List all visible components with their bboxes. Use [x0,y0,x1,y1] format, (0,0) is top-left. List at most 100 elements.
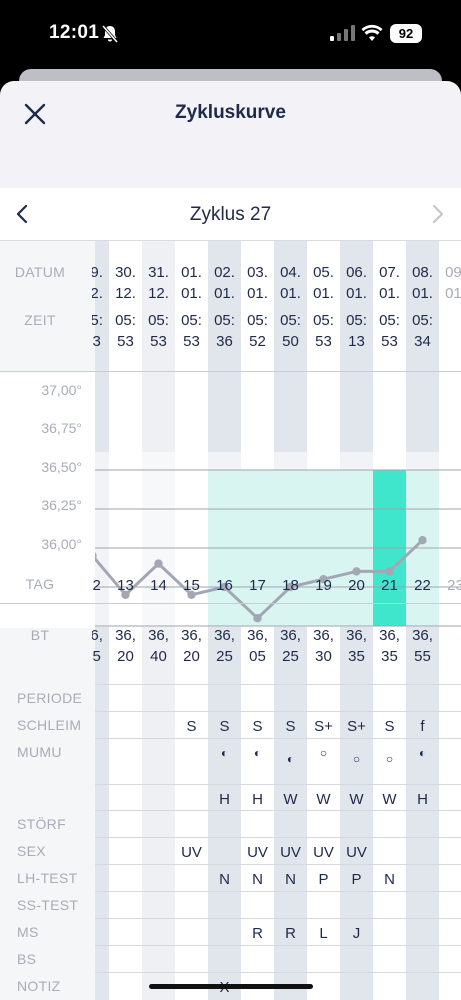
date-cell[interactable]: 02. 01. [214,264,235,302]
status-time: 12:01 [49,22,100,43]
lh-test-cell: N [219,871,230,888]
row-label-lh-test: LH-TEST [17,870,78,886]
day-number-cell: 19 [315,577,332,594]
wifi-icon [361,24,383,41]
date-cell[interactable]: 09. 01. [445,264,461,302]
section-divider [0,371,461,372]
date-cell[interactable]: 06. 01. [346,264,367,302]
row-label-bs: BS [17,951,37,967]
date-cell[interactable]: 07. 01. [379,264,400,302]
temperature-point [385,567,394,576]
mumu-cell: ◐ [418,746,427,760]
cycle-title: Zyklus 27 [189,204,272,225]
row-divider [95,891,461,892]
ms-cell: R [252,925,263,942]
home-indicator [149,984,313,989]
lh-test-cell: N [285,871,296,888]
cervix-height-cell: W [283,791,298,808]
sex-cell: UV [346,844,367,861]
day-number-cell: 20 [348,577,365,594]
sex-cell: UV [247,844,268,861]
row-label-schleim: SCHLEIM [17,717,82,733]
temperature-point [121,590,130,599]
row-label-tag: TAG [25,576,55,592]
bt-value-cell: 36, 25 [280,627,301,665]
row-label-ss-test: SS-TEST [17,897,79,913]
lh-test-cell: P [318,871,329,888]
day-number-cell: 16 [216,577,233,594]
header-label-bg [0,241,95,371]
date-cell[interactable]: 29. 12. [82,264,103,302]
row-divider [95,711,461,712]
lower-label-bg [0,603,95,1000]
ms-cell: J [352,925,361,942]
day-columns[interactable]: 29. 12. 05: 53 12 36, 45 30. 12. 05: 53 13 36, … [82,241,461,1000]
time-cell: 05: 53 [82,312,103,350]
bt-value-cell: 36, 30 [313,627,334,665]
bt-value-cell: 36, 35 [346,627,367,665]
day-number-cell: 13 [117,577,134,594]
close-icon[interactable] [22,101,48,127]
status-bar: 12:01 92 [0,0,461,70]
chart-left-mask [0,452,95,628]
mumu-cell: ○ [385,752,394,766]
date-cell[interactable]: 05. 01. [313,264,334,302]
schleim-cell: S+ [314,718,333,735]
cycle-chart-sheet: Zykluskurve Zyklus 27 DATUM ZEIT 37,00° … [0,81,461,1000]
row-divider [95,864,461,865]
time-cell: 05: 53 [313,312,334,350]
sex-cell: UV [280,844,301,861]
cervix-height-cell: H [219,791,230,808]
temperature-point [154,559,163,568]
date-cell[interactable]: 30. 12. [115,264,136,302]
day-number-cell: 14 [150,577,167,594]
cervix-height-cell: W [316,791,331,808]
date-cell[interactable]: 08. 01. [412,264,433,302]
cervix-height-cell: H [252,791,263,808]
row-label-stoerf: STÖRF [17,816,66,832]
cycle-table[interactable]: DATUM ZEIT 37,00° 36,75° 36,50° 36,25° 3… [0,240,461,1000]
row-label-zeit: ZEIT [24,312,56,328]
bt-value-cell: 36, 20 [181,627,202,665]
sex-cell: UV [313,844,334,861]
time-cell: 05: 13 [346,312,367,350]
row-label-periode: PERIODE [17,690,83,706]
temperature-point [319,575,328,584]
mumu-cell: ○ [352,752,361,766]
mumu-cell: ◐ [220,746,229,760]
time-cell: 05: 53 [181,312,202,350]
lh-test-cell: N [252,871,263,888]
row-label-bt: BT [30,627,50,643]
schleim-cell: S [219,718,230,735]
day-number-cell: 23 [447,577,461,594]
date-cell[interactable]: 04. 01. [280,264,301,302]
time-cell: 05: 34 [412,312,433,350]
row-divider [95,810,461,811]
section-divider [0,603,461,604]
temperature-point [418,536,427,545]
cervix-height-cell: W [382,791,397,808]
y-tick-label: 36,00° [41,536,82,552]
bt-value-cell: 36, 35 [379,627,400,665]
lh-test-cell: N [384,871,395,888]
time-cell: 05: 53 [115,312,136,350]
chevron-right-icon[interactable] [430,203,446,225]
ms-cell: R [285,925,296,942]
chevron-left-icon[interactable] [14,203,30,225]
ms-cell: L [319,925,328,942]
mumu-cell: ◐ [253,746,262,760]
row-label-mumu: MUMU [17,744,62,760]
row-divider [95,918,461,919]
bt-value-cell: 36, 20 [115,627,136,665]
bt-value-cell: 36, 40 [148,627,169,665]
schleim-cell: S [252,718,263,735]
bt-value-cell: 36, 05 [247,627,268,665]
row-divider [95,837,461,838]
temperature-point [286,582,295,592]
date-cell[interactable]: 01. 01. [181,264,202,302]
date-cell[interactable]: 31. 12. [148,264,169,302]
mumu-cell: ○ [319,746,328,760]
bt-value-cell: 36, 55 [412,627,433,665]
date-cell[interactable]: 03. 01. [247,264,268,302]
y-tick-label: 36,50° [41,459,82,475]
